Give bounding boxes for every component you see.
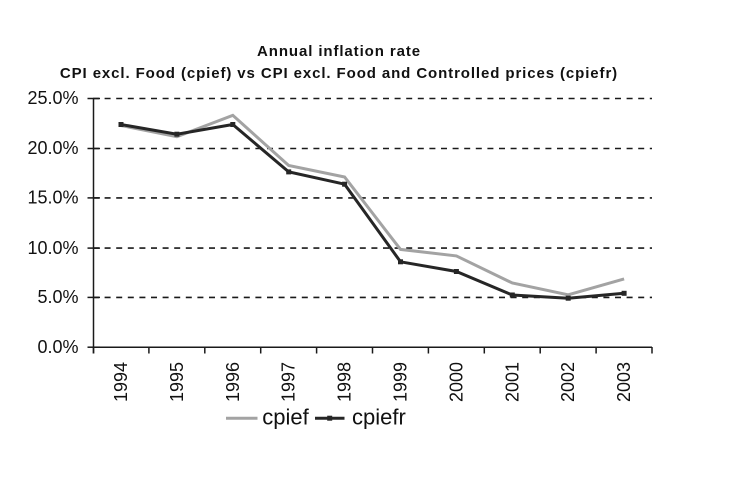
svg-text:Annual inflation rate: Annual inflation rate (257, 43, 421, 60)
svg-text:20.0%: 20.0% (27, 138, 78, 158)
svg-text:5.0%: 5.0% (37, 287, 78, 307)
svg-text:1997: 1997 (279, 362, 299, 402)
svg-text:1996: 1996 (223, 362, 243, 402)
svg-text:cpief: cpief (262, 405, 309, 430)
svg-text:15.0%: 15.0% (27, 188, 78, 208)
svg-text:1998: 1998 (335, 362, 355, 402)
svg-text:2002: 2002 (558, 362, 578, 402)
svg-text:0.0%: 0.0% (37, 337, 78, 357)
svg-text:1994: 1994 (111, 362, 131, 402)
svg-text:10.0%: 10.0% (27, 238, 78, 258)
svg-text:1995: 1995 (167, 362, 187, 402)
svg-text:2000: 2000 (446, 362, 466, 402)
svg-text:2001: 2001 (502, 362, 522, 402)
svg-text:1999: 1999 (391, 362, 411, 402)
svg-text:2003: 2003 (614, 362, 634, 402)
svg-text:cpiefr: cpiefr (352, 405, 406, 430)
svg-text:25.0%: 25.0% (27, 88, 78, 108)
svg-text:CPI excl. Food (cpief) vs CPI: CPI excl. Food (cpief) vs CPI excl. Food… (60, 65, 618, 82)
